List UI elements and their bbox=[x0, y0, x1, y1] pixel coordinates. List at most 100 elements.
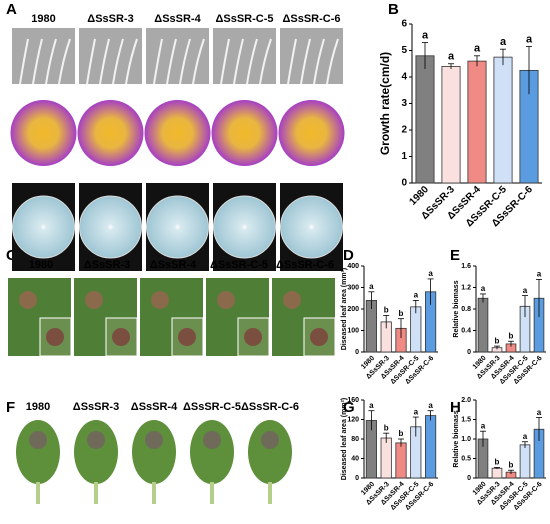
leaf-photo bbox=[248, 420, 292, 484]
significance-letter: b bbox=[509, 460, 514, 469]
y-tick-label: 2.0 bbox=[461, 397, 471, 404]
y-tick-label: 6 bbox=[401, 19, 407, 30]
error-bar bbox=[368, 291, 375, 309]
y-tick-label: 400 bbox=[347, 263, 359, 270]
error-bar bbox=[398, 438, 404, 447]
stem bbox=[152, 482, 156, 504]
error-bar bbox=[494, 467, 500, 470]
error-bar bbox=[536, 279, 542, 318]
y-tick-label: 40 bbox=[351, 455, 359, 462]
stem bbox=[268, 482, 272, 504]
plate bbox=[79, 195, 142, 259]
significance-letter: b bbox=[509, 331, 514, 340]
significance-letter: a bbox=[481, 421, 486, 430]
plate bbox=[12, 195, 75, 259]
lesion bbox=[19, 291, 37, 309]
significance-letter: a bbox=[414, 291, 419, 300]
column-label: ΔSsSR-C-6 bbox=[241, 401, 299, 413]
y-tick-label: 0 bbox=[401, 178, 407, 189]
y-tick-label: 300 bbox=[347, 284, 359, 291]
column-label: ΔSsSR-3 bbox=[87, 13, 133, 25]
lesion bbox=[29, 431, 47, 449]
y-tick-label: 0 bbox=[467, 349, 471, 356]
error-bar bbox=[500, 48, 506, 66]
y-tick-label: 100 bbox=[347, 327, 359, 334]
y-tick-label: 120 bbox=[347, 416, 359, 423]
y-tick-label: 1.6 bbox=[461, 263, 471, 270]
column-label: 1980 bbox=[29, 259, 53, 271]
bar bbox=[491, 467, 503, 479]
plate bbox=[211, 100, 278, 166]
error-bar bbox=[522, 295, 528, 318]
significance-letter: a bbox=[369, 282, 374, 291]
bar bbox=[519, 444, 531, 479]
significance-letter: b bbox=[399, 429, 404, 438]
lesion bbox=[217, 291, 235, 309]
error-bar bbox=[522, 441, 528, 448]
y-tick-label: 0 bbox=[467, 475, 471, 482]
x-tick-label: 1980 bbox=[407, 184, 431, 208]
y-tick-label: 3 bbox=[401, 98, 407, 109]
inset-photo bbox=[303, 317, 336, 357]
lesion bbox=[244, 328, 262, 346]
error-bar bbox=[536, 417, 542, 441]
bar bbox=[415, 55, 435, 184]
error-bar bbox=[412, 416, 419, 437]
significance-letter: a bbox=[414, 407, 419, 416]
bar bbox=[467, 60, 487, 184]
significance-letter: a bbox=[481, 284, 486, 293]
hypha bbox=[32, 38, 43, 85]
lesion bbox=[87, 431, 105, 449]
panel-label: E bbox=[450, 247, 460, 264]
inset-photo bbox=[237, 317, 270, 357]
y-tick-label: 1 bbox=[401, 151, 407, 162]
error-bar bbox=[474, 55, 480, 67]
hypha bbox=[112, 38, 124, 85]
plate bbox=[280, 195, 343, 259]
plate bbox=[278, 100, 345, 166]
hypha bbox=[300, 38, 311, 85]
hypha bbox=[86, 38, 96, 85]
hypha bbox=[99, 38, 110, 85]
hypha bbox=[259, 38, 272, 85]
stem bbox=[94, 482, 98, 504]
panel-label: D bbox=[343, 247, 354, 264]
stem bbox=[36, 482, 40, 504]
leaf-photo bbox=[190, 420, 234, 484]
y-axis-label: Diseased leaf area (mm²) bbox=[341, 268, 348, 350]
lesion bbox=[261, 431, 279, 449]
hypha bbox=[166, 38, 177, 85]
plate bbox=[144, 100, 211, 166]
lesion bbox=[178, 328, 196, 346]
significance-letter: a bbox=[523, 286, 528, 295]
hypha bbox=[233, 38, 244, 85]
plate bbox=[77, 100, 144, 166]
plate bbox=[146, 195, 209, 259]
panel-label: A bbox=[6, 1, 17, 18]
column-label: 1980 bbox=[31, 13, 55, 25]
error-bar bbox=[480, 430, 486, 447]
significance-letter: a bbox=[448, 51, 455, 63]
leaf-photo bbox=[16, 420, 60, 484]
y-tick-label: 1.2 bbox=[461, 284, 471, 291]
bar bbox=[395, 442, 407, 479]
column-label: 1980 bbox=[26, 401, 50, 413]
column-label: ΔSsSR-4 bbox=[154, 13, 201, 25]
bar bbox=[425, 415, 437, 479]
bar bbox=[493, 56, 513, 184]
error-bar bbox=[494, 345, 500, 350]
hypha bbox=[246, 38, 258, 85]
error-bar bbox=[508, 469, 514, 475]
y-tick-label: 160 bbox=[347, 397, 359, 404]
panel-label: H bbox=[450, 399, 461, 416]
y-tick-label: 0.4 bbox=[461, 327, 471, 334]
significance-letter: a bbox=[523, 432, 528, 441]
hypha bbox=[58, 38, 71, 85]
plate bbox=[10, 100, 77, 166]
bar bbox=[410, 306, 422, 353]
lesion bbox=[203, 431, 221, 449]
significance-letter: b bbox=[495, 336, 500, 345]
column-label: ΔSsSR-4 bbox=[131, 401, 178, 413]
hypha bbox=[326, 38, 339, 85]
column-label: ΔSsSR-4 bbox=[150, 259, 197, 271]
